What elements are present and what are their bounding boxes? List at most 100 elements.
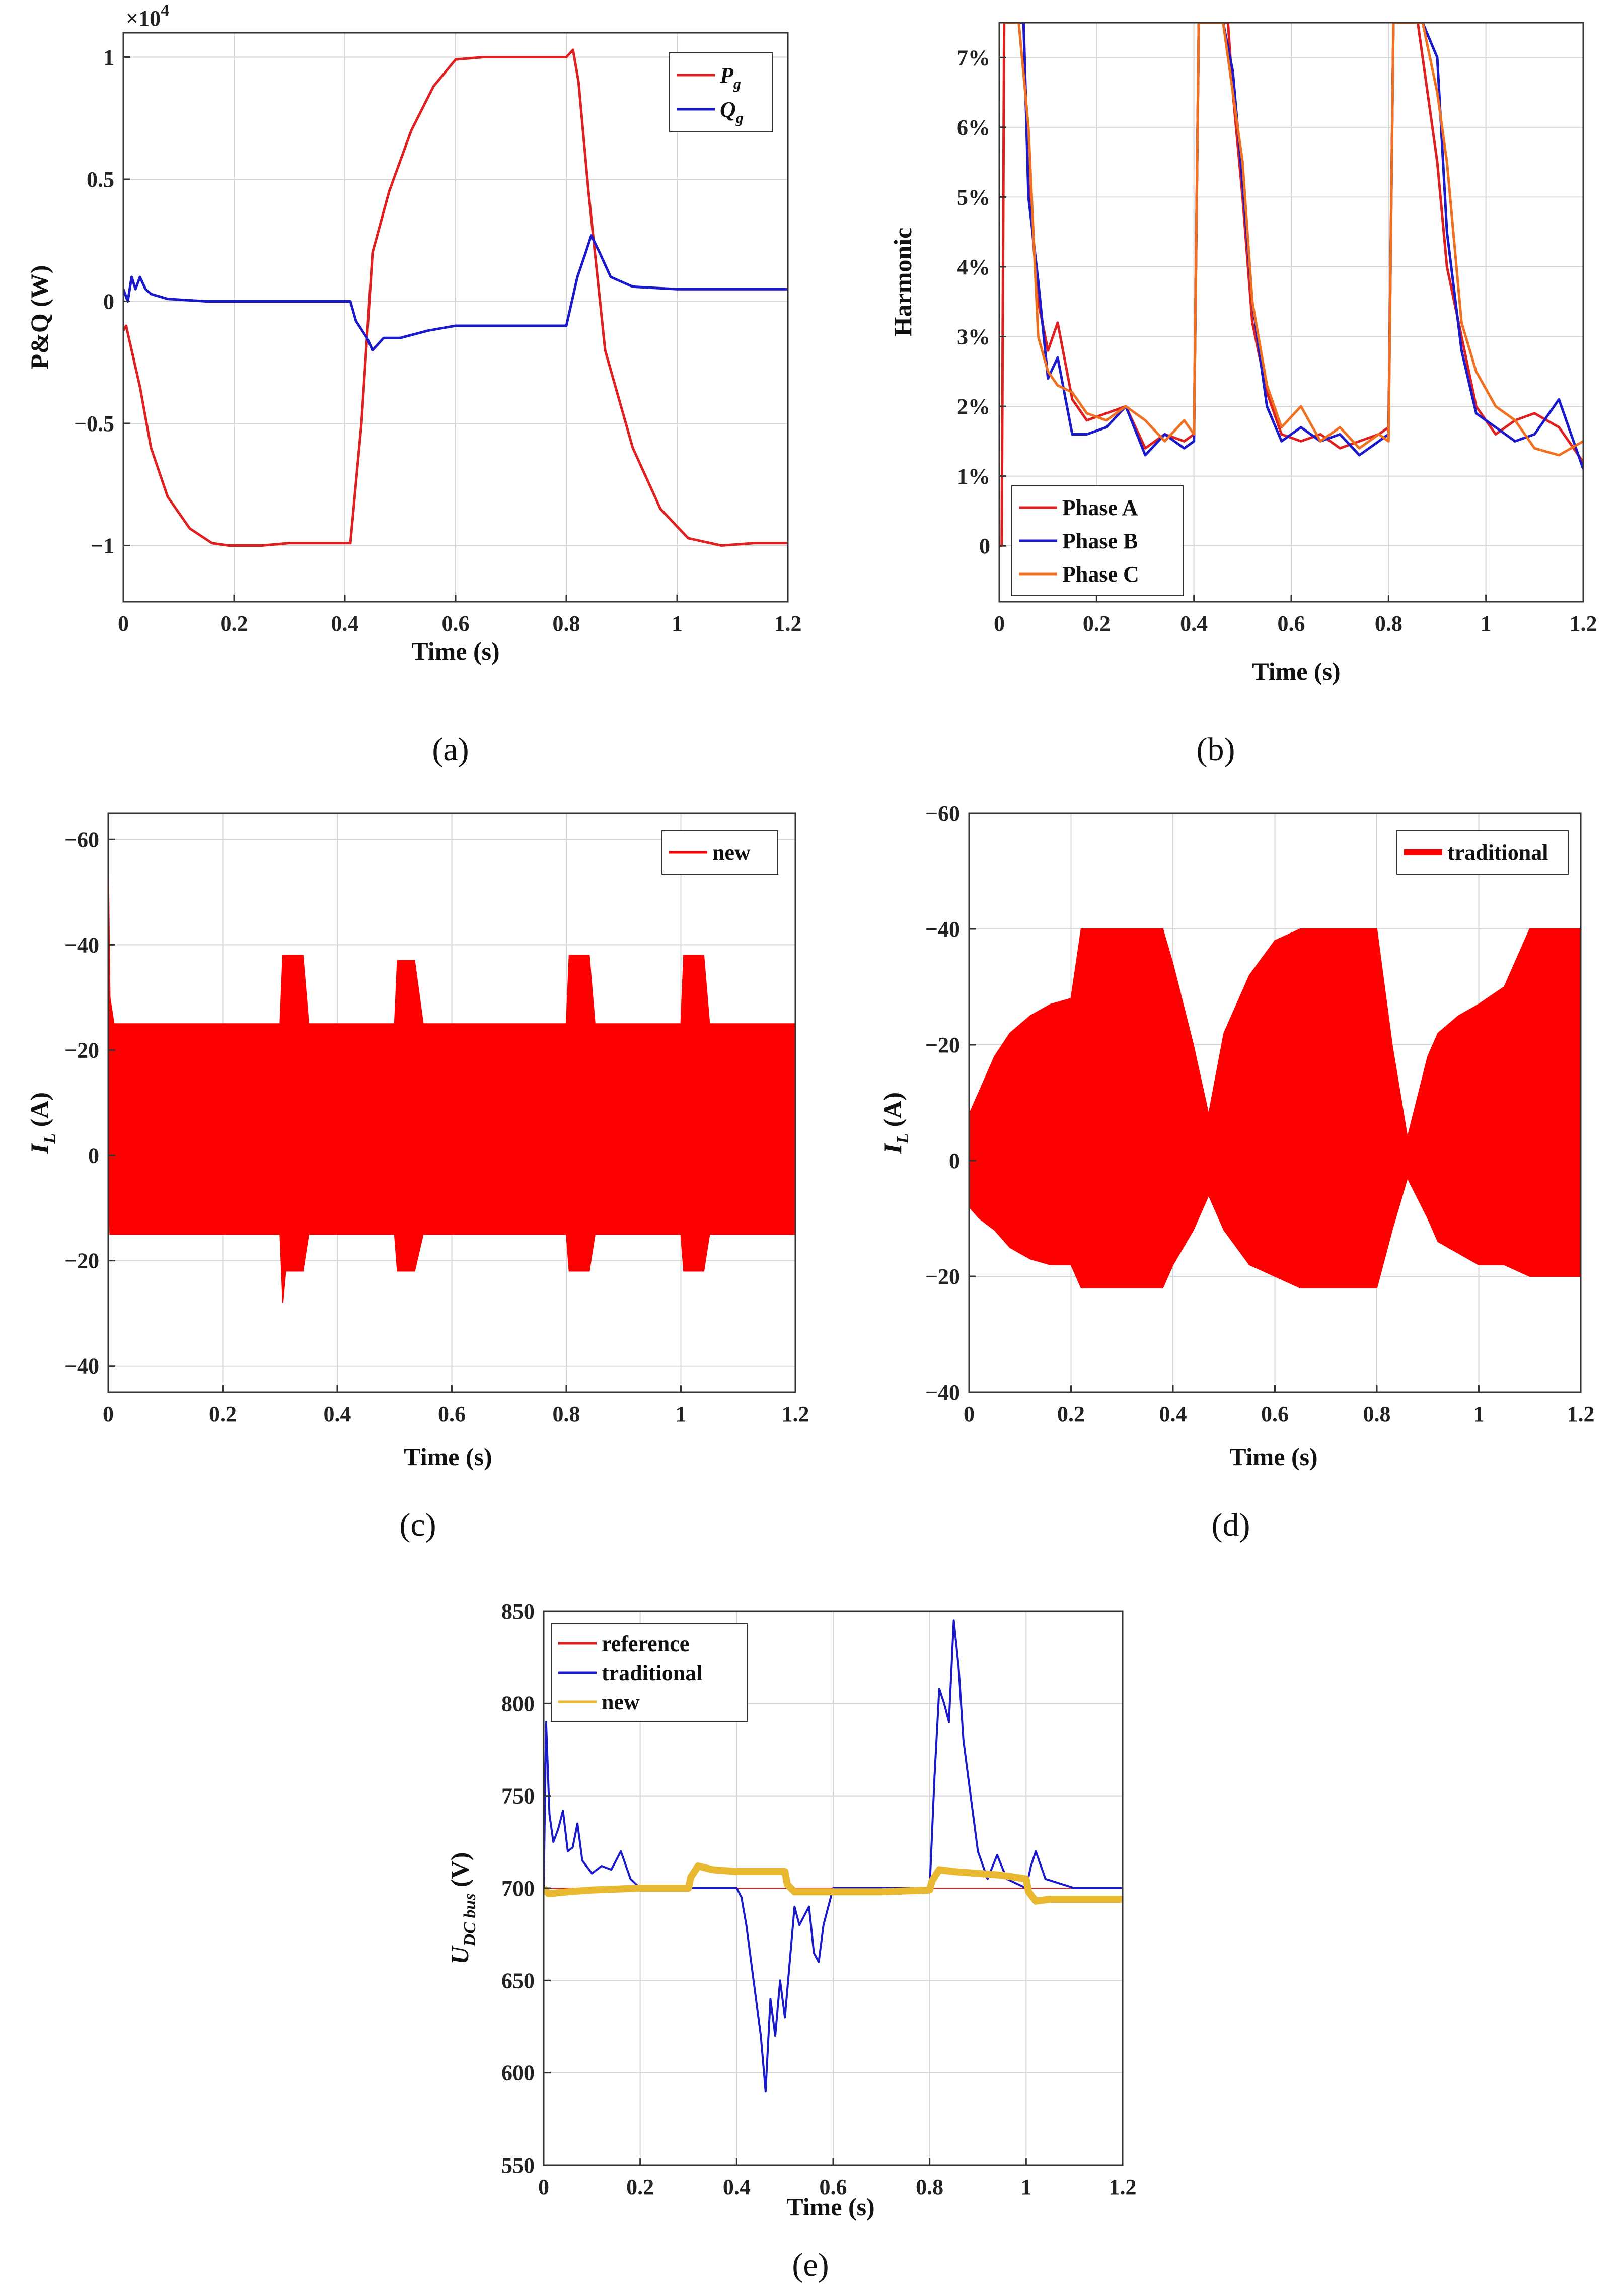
y-tick-label: −20 [925, 1033, 960, 1057]
y-tick-label: 650 [501, 1968, 535, 1993]
y-tick-label: −60 [64, 827, 99, 852]
x-tick-label: 0.2 [209, 1402, 237, 1426]
y-axis-label: Harmonic [889, 228, 917, 337]
x-tick-label: 0.6 [438, 1402, 466, 1426]
y-axis-label: P&Q (W) [25, 265, 53, 370]
y-tick-label: 2% [957, 394, 990, 419]
data-layer [123, 48, 788, 547]
chart-b: 0 0.2 0.4 0.6 0.8 1 1.2 0 1% 2% 3% 4% 5% 6% 7% Time (s)… [889, 22, 1597, 768]
x-tick-label: 1 [1473, 1402, 1485, 1426]
x-tick-label: 0.4 [723, 2175, 751, 2199]
y-tick-label: 0 [979, 534, 990, 558]
x-tick-label: 0 [538, 2175, 549, 2199]
x-tick-label: 0.8 [916, 2175, 943, 2199]
legend-label: Qg [720, 97, 744, 126]
y-tick-label: 600 [501, 2061, 535, 2086]
y-tick-label: −40 [925, 1380, 960, 1405]
legend-label: Phase A [1062, 495, 1138, 520]
x-tick-label: 0 [994, 611, 1005, 636]
x-axis-label: Time (s) [404, 1443, 492, 1471]
x-tick-label: 1 [1020, 2175, 1031, 2199]
x-tick-label: 1 [676, 1402, 687, 1426]
subfigure-caption: (d) [1212, 1506, 1250, 1543]
legend-label: traditional [602, 1661, 702, 1685]
axis-multiplier-exponent: 4 [161, 1, 169, 20]
y-tick-label: −20 [64, 1249, 99, 1273]
x-tick-label: 0.6 [1278, 611, 1305, 636]
data-layer [544, 1619, 1123, 2093]
x-tick-label: 0.2 [1057, 1402, 1085, 1426]
chart-e: 0 0.2 0.4 0.6 0.8 1 1.2 550 600 650 700 750 800 850 Ti… [446, 1599, 1137, 2283]
y-tick-label: −40 [64, 1354, 99, 1379]
y-tick-label: 1 [103, 45, 114, 69]
y-axis-label: UDC bus (V) [446, 1852, 479, 1965]
x-tick-label: 1.2 [774, 611, 802, 636]
series-phase-b [1014, 23, 1583, 470]
x-tick-label: 0.4 [1159, 1402, 1187, 1426]
x-axis-label: Time (s) [786, 2193, 874, 2221]
y-tick-label: 0 [949, 1149, 960, 1173]
y-axis-label: IL (A) [25, 1092, 59, 1154]
x-tick-label: 0 [103, 1402, 114, 1426]
current-envelope [969, 928, 1581, 1288]
y-tick-label: 7% [957, 45, 990, 70]
y-tick-label: 850 [501, 1599, 535, 1624]
series-traditional [544, 1619, 1123, 2093]
chart-d: 0 0.2 0.4 0.6 0.8 1 1.2 −40 −20 0 −20 −40 −60 Time (s… [878, 801, 1595, 1543]
x-tick-label: 1.2 [1109, 2175, 1137, 2199]
y-axis-label: IL (A) [878, 1092, 912, 1154]
data-layer [969, 928, 1581, 1288]
y-tick-label: −20 [64, 1038, 99, 1062]
data-layer [108, 850, 795, 1303]
x-tick-label: 0.4 [324, 1402, 351, 1426]
y-tick-label: 0 [88, 1143, 99, 1168]
y-tick-label: 550 [501, 2153, 535, 2178]
chart-a: 0 0.2 0.4 0.6 0.8 1 1.2 1 0.5 0 −0.5 −1 ×104 Time (s)… [25, 1, 802, 768]
y-tick-label: 750 [501, 1784, 535, 1809]
legend-label: reference [602, 1631, 689, 1656]
subfigure-caption: (e) [792, 2247, 829, 2283]
current-envelope [108, 850, 795, 1303]
x-tick-label: 0.6 [1261, 1402, 1289, 1426]
y-tick-label: −40 [925, 917, 960, 942]
series-q-g [123, 234, 788, 351]
subfigure-caption: (a) [432, 731, 469, 768]
legend-label: traditional [1447, 840, 1548, 865]
x-tick-label: 0.8 [553, 1402, 580, 1426]
legend-label: new [602, 1690, 640, 1714]
x-tick-label: 0.6 [442, 611, 470, 636]
legend-label: Phase B [1062, 529, 1138, 553]
axis-multiplier: ×104 [126, 1, 169, 31]
x-axis-label: Time (s) [1252, 657, 1340, 685]
y-tick-label: 4% [957, 255, 990, 279]
chart-c: 0 0.2 0.4 0.6 0.8 1 1.2 −40 −20 0 −20 −40 −60 Time (s… [25, 812, 809, 1543]
y-tick-label: −20 [925, 1264, 960, 1289]
y-tick-label: 3% [957, 324, 990, 349]
x-tick-label: 0.2 [626, 2175, 654, 2199]
y-tick-label: −40 [64, 932, 99, 957]
y-tick-label: −0.5 [74, 411, 114, 436]
y-tick-label: 800 [501, 1691, 535, 1716]
data-layer [999, 23, 1583, 547]
y-tick-label: −1 [91, 533, 114, 558]
series-phase-c [1004, 23, 1583, 457]
x-tick-label: 1 [672, 611, 683, 636]
x-tick-label: 0.4 [331, 611, 359, 636]
y-tick-label: 0.5 [87, 167, 114, 192]
y-tick-label: 5% [957, 185, 990, 209]
series-p-g [123, 48, 788, 547]
x-axis-label: Time (s) [1229, 1443, 1317, 1471]
subfigure-caption: (c) [399, 1506, 436, 1543]
x-tick-label: 1 [1481, 611, 1492, 636]
x-tick-label: 0 [118, 611, 129, 636]
subfigure-caption: (b) [1197, 731, 1235, 768]
legend-label: new [712, 840, 751, 865]
legend [669, 52, 773, 132]
y-tick-label: −60 [925, 801, 960, 826]
y-tick-label: 1% [957, 464, 990, 489]
x-tick-label: 0 [964, 1402, 975, 1426]
y-tick-label: 700 [501, 1876, 535, 1901]
y-tick-label: 0 [103, 289, 114, 314]
x-tick-label: 0.2 [1083, 611, 1111, 636]
